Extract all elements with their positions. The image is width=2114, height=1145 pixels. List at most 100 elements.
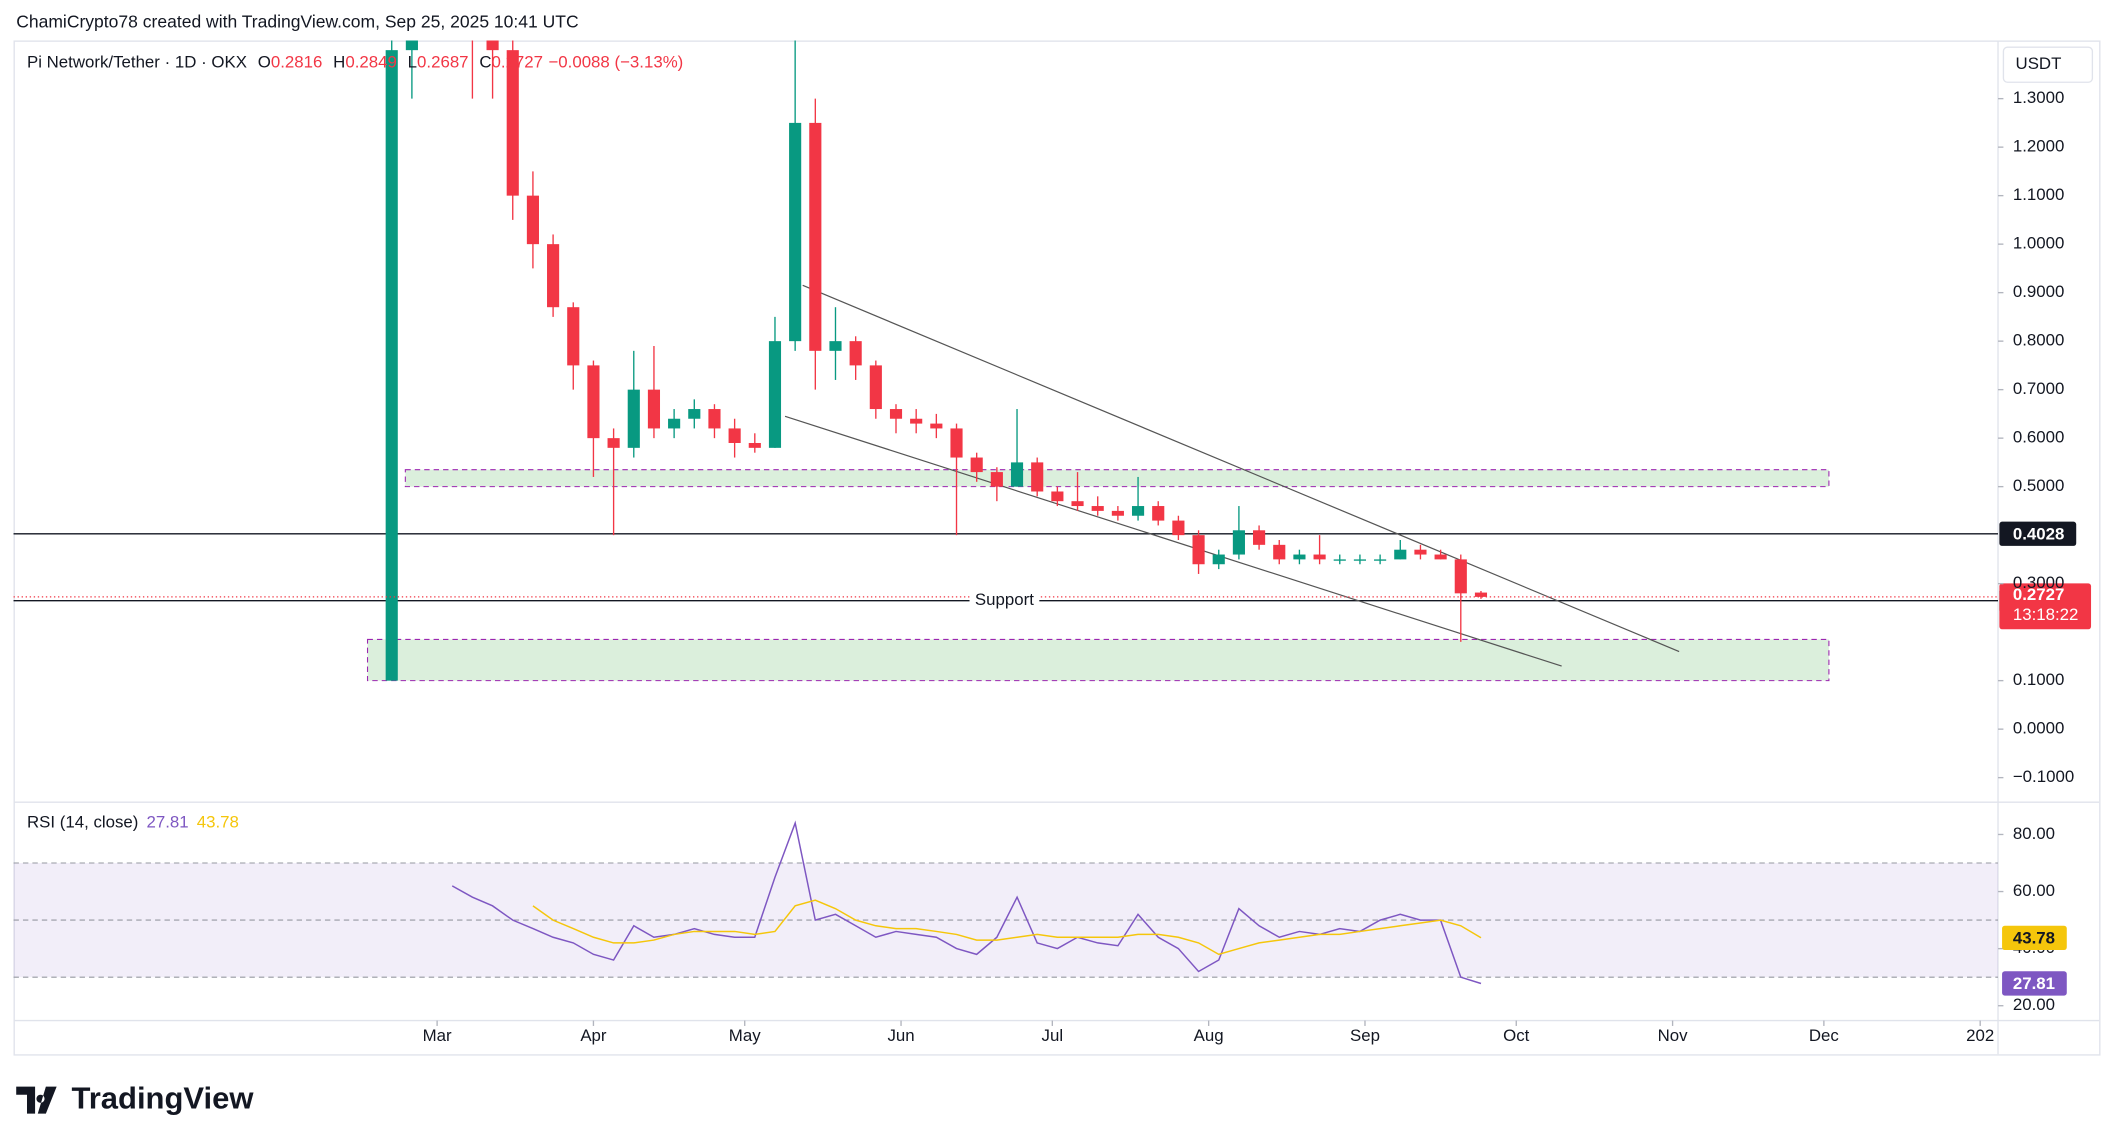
candle-body	[889, 409, 903, 419]
y-tick-label: 0.8000	[2013, 331, 2065, 350]
candle-body	[1394, 549, 1407, 560]
candle-body	[990, 472, 1003, 487]
candle-body	[930, 423, 943, 429]
candle-body	[1071, 501, 1084, 507]
currency: USDT	[2016, 54, 2062, 73]
x-tick-label: Apr	[580, 1026, 607, 1045]
candle-body	[607, 438, 620, 448]
candle-body	[627, 389, 640, 448]
y-tick-label: 1.0000	[2013, 234, 2065, 253]
candle-body	[748, 442, 761, 448]
candle-body	[385, 50, 398, 681]
y-tick-label: 0.1000	[2013, 670, 2065, 689]
candle-body	[647, 389, 661, 429]
candle-body	[1474, 592, 1488, 597]
candle-body	[1353, 559, 1367, 561]
candle-body	[1031, 462, 1044, 492]
rsi-value-box	[2002, 971, 2067, 996]
countdown: 13:18:22	[2013, 605, 2079, 624]
rsi-legend-value: 27.81	[146, 813, 188, 832]
y-tick-label: 0.6000	[2013, 428, 2065, 447]
y-tick-label: 0.7000	[2013, 379, 2065, 398]
candle-body	[910, 418, 923, 424]
y-tick-label: 0.0000	[2013, 719, 2065, 738]
candle-body	[1232, 530, 1245, 555]
x-tick-label: Dec	[1809, 1026, 1839, 1045]
x-tick-label: Aug	[1194, 1026, 1224, 1045]
x-tick-label: Nov	[1658, 1026, 1689, 1045]
rsi-line	[532, 899, 1482, 956]
candle-body	[728, 428, 741, 443]
legend-item: Pi Network/Tether · 1D · OKX	[27, 53, 247, 72]
frame	[13, 40, 2101, 1056]
candle-body	[1192, 535, 1205, 565]
line-text: Support	[975, 590, 1034, 609]
candle-body	[1454, 559, 1467, 594]
candle-body	[486, 40, 499, 51]
candle-body	[809, 122, 822, 351]
trendline	[802, 284, 1680, 653]
candle-body	[849, 341, 862, 366]
price-label: 0.4028	[2013, 525, 2065, 544]
legend: Pi Network/Tether · 1D · OKX O0.2816 H0.28…	[27, 53, 683, 72]
legend-item: 0.2816	[271, 53, 323, 72]
y-tick-label: 0.3000	[2013, 573, 2065, 592]
candle-body	[1253, 530, 1266, 545]
x-tick-label: Jun	[887, 1026, 914, 1045]
candle-body	[587, 365, 600, 439]
last-price-box	[1999, 583, 2092, 630]
candle-body	[708, 409, 721, 429]
legend-item: L	[408, 53, 417, 72]
y-tick-label: −0.1000	[2013, 767, 2074, 786]
price-pane	[13, 40, 1999, 682]
currency-box	[2002, 46, 2094, 83]
rsi-pane	[13, 820, 1999, 985]
candle-body	[405, 40, 418, 51]
candle-body	[1293, 554, 1306, 560]
line-text-bg	[969, 589, 1040, 612]
rsi-value: 27.81	[2013, 974, 2055, 993]
y-tick-label: 1.3000	[2013, 88, 2065, 107]
price-label-box	[1999, 521, 2077, 546]
zone	[366, 638, 1830, 682]
x-tick-label: Sep	[1350, 1026, 1380, 1045]
x-tick-label: Oct	[1503, 1026, 1530, 1045]
candle-body	[1212, 554, 1225, 565]
x-tick-label: Jul	[1042, 1026, 1064, 1045]
candle-body	[950, 428, 963, 458]
candle-body	[829, 341, 842, 351]
candle-body	[1414, 549, 1427, 555]
x-tick-label: 202	[1966, 1026, 1994, 1045]
brand: TradingView	[71, 1080, 254, 1115]
zone	[404, 469, 1830, 488]
legend-item: O	[258, 53, 271, 72]
rsi-value-box	[2002, 925, 2067, 950]
legend-item: 0.2727	[492, 53, 544, 72]
candle-body	[869, 365, 882, 410]
y-tick-label: 20.00	[2013, 995, 2055, 1014]
rsi-legend: RSI (14, close) 27.81 43.78	[27, 813, 239, 832]
legend-item: −0.0088 (−3.13%)	[548, 53, 683, 72]
candle-body	[506, 50, 519, 196]
candle-body	[1091, 506, 1104, 511]
last-price: 0.2727	[2013, 585, 2065, 604]
y-tick-label: 1.1000	[2013, 185, 2065, 204]
y-tick-label: 80.00	[2013, 824, 2055, 843]
candle-body	[970, 457, 983, 473]
candle-body	[1333, 559, 1346, 561]
candle-body	[789, 122, 802, 342]
y-tick-label: 1.2000	[2013, 137, 2065, 156]
x-tick-label: May	[729, 1026, 761, 1045]
legend-item: C	[479, 53, 491, 72]
y-tick-label: 0.9000	[2013, 282, 2065, 301]
candle-body	[1273, 544, 1286, 560]
y-tick-label: 0.5000	[2013, 476, 2065, 495]
candle-body	[1152, 506, 1165, 521]
overlay: 0.40280.2648Support0.272713:18:221.30001…	[27, 46, 2094, 1045]
legend-item: H	[333, 53, 345, 72]
trendline	[784, 415, 1562, 667]
candle-body	[567, 307, 580, 366]
candle-body	[1010, 462, 1024, 487]
